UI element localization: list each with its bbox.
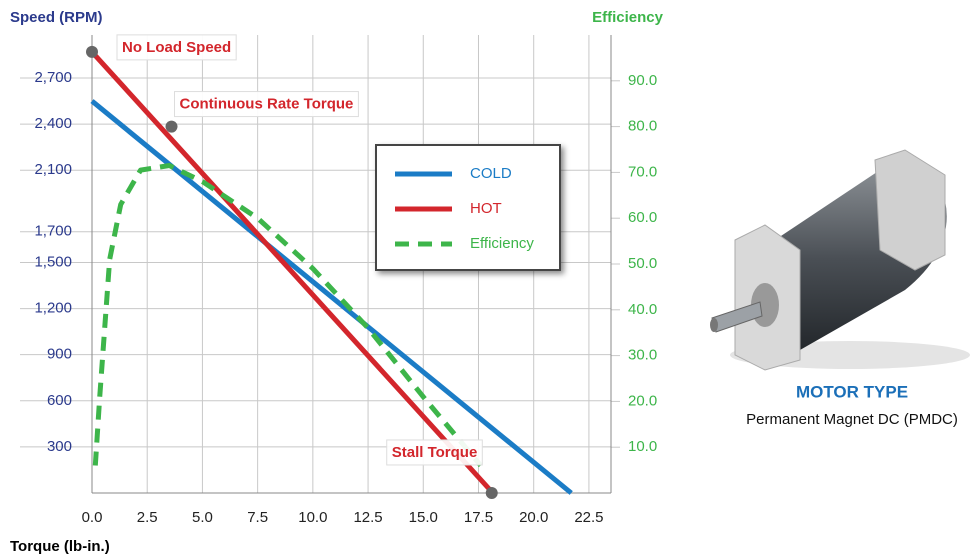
series-line xyxy=(90,50,495,495)
y-tick-label: 2,400 xyxy=(34,115,72,132)
y2-tick-label: 60.0 xyxy=(628,209,657,226)
x-tick-label: 0.0 xyxy=(82,509,103,526)
x-tick-label: 7.5 xyxy=(247,509,268,526)
x-tick-label: 20.0 xyxy=(519,509,548,526)
y2-tick-label: 80.0 xyxy=(628,118,657,135)
y-tick-label: 300 xyxy=(47,438,72,455)
x-tick-label: 22.5 xyxy=(574,509,603,526)
annotation-box xyxy=(116,34,237,61)
y-tick-label: 1,200 xyxy=(34,300,72,317)
y2-tick-label: 20.0 xyxy=(628,392,657,409)
x-tick-label: 10.0 xyxy=(298,509,327,526)
x-tick-label: 17.5 xyxy=(464,509,493,526)
y2-tick-label: 70.0 xyxy=(628,163,657,180)
x-tick-label: 15.0 xyxy=(409,509,438,526)
legend-label: COLD xyxy=(470,165,512,182)
y-tick-label: 1,700 xyxy=(34,223,72,240)
annotation-label: Continuous Rate Torque xyxy=(180,96,354,113)
annotation-box xyxy=(386,439,483,466)
annotation-marker xyxy=(485,487,498,499)
y-tick-label: 2,700 xyxy=(34,69,72,86)
y2-axis-title: Efficiency xyxy=(592,9,664,26)
annotation-marker xyxy=(86,45,98,58)
y-tick-label: 900 xyxy=(47,346,72,363)
x-tick-label: 12.5 xyxy=(353,509,382,526)
x-tick-label: 2.5 xyxy=(137,509,158,526)
caption-title: MOTOR TYPE xyxy=(796,382,908,401)
annotation-label: No Load Speed xyxy=(122,39,231,56)
legend: COLD HOT Efficiency xyxy=(375,144,561,271)
annotation-box xyxy=(174,91,359,118)
y2-tick-label: 90.0 xyxy=(628,72,657,89)
y2-tick-label: 50.0 xyxy=(628,255,657,272)
x-tick-label: 5.0 xyxy=(192,509,213,526)
legend-label: HOT xyxy=(470,200,502,217)
y-tick-label: 600 xyxy=(47,392,72,409)
x-axis-title: Torque (lb-in.) xyxy=(10,538,110,555)
caption-subtitle: Permanent Magnet DC (PMDC) xyxy=(746,411,958,428)
annotation-label: Stall Torque xyxy=(392,444,478,461)
series-line xyxy=(92,163,483,468)
y-axis-title: Speed (RPM) xyxy=(10,9,103,26)
y2-tick-label: 10.0 xyxy=(628,438,657,455)
y2-tick-label: 40.0 xyxy=(628,301,657,318)
annotation-marker xyxy=(165,120,178,133)
y-tick-label: 2,100 xyxy=(34,161,72,178)
y-tick-label: 1,500 xyxy=(34,253,72,270)
legend-label: Efficiency xyxy=(470,235,534,252)
y2-tick-label: 30.0 xyxy=(628,347,657,364)
motor-image xyxy=(710,149,970,371)
